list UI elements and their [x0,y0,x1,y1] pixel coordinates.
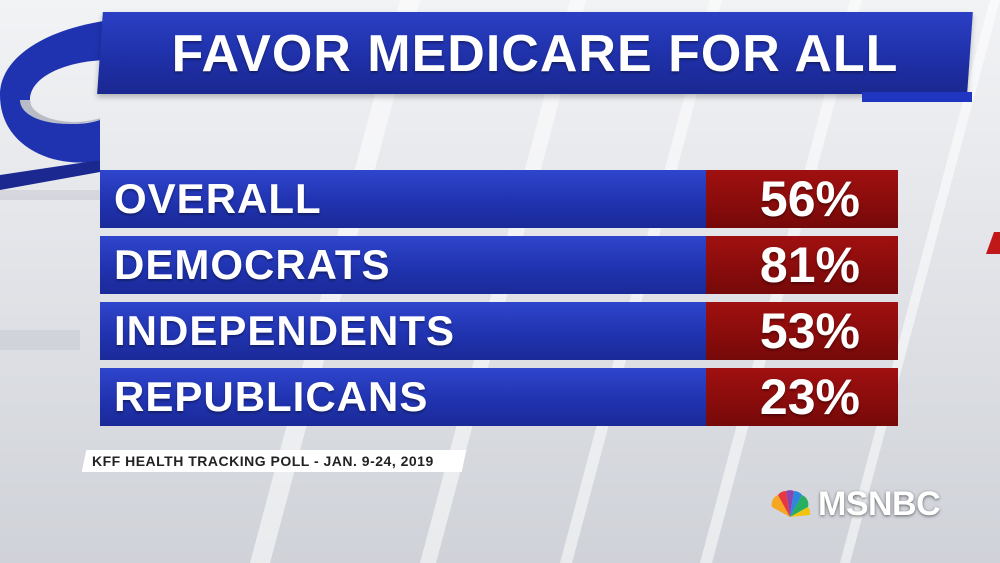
msnbc-logo: MSNBC [768,484,941,524]
row-label: REPUBLICANS [100,368,706,426]
source-text: KFF HEALTH TRACKING POLL - JAN. 9-24, 20… [92,453,434,469]
title-underline-accent [862,92,972,102]
results-table: OVERALL 56% DEMOCRATS 81% INDEPENDENTS 53% REP… [100,170,898,434]
row-value: 56% [706,170,898,228]
row-value: 53% [706,302,898,360]
peacock-icon [771,490,811,517]
row-label: OVERALL [100,170,706,228]
table-row: INDEPENDENTS 53% [100,302,898,360]
table-row: REPUBLICANS 23% [100,368,898,426]
table-row: OVERALL 56% [100,170,898,228]
chart-title: FAVOR MEDICARE FOR ALL [171,25,899,83]
row-label: DEMOCRATS [100,236,706,294]
table-row: DEMOCRATS 81% [100,236,898,294]
row-label: INDEPENDENTS [100,302,706,360]
logo-text: MSNBC [818,484,941,523]
row-value: 81% [706,236,898,294]
side-accent [985,232,1000,254]
row-value: 23% [706,368,898,426]
